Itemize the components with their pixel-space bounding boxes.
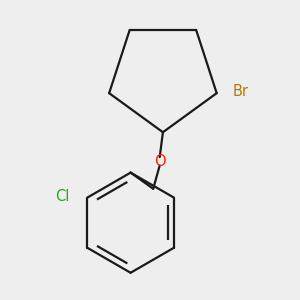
Text: Br: Br [233, 84, 249, 99]
Text: O: O [154, 154, 166, 169]
Text: Cl: Cl [55, 188, 70, 203]
